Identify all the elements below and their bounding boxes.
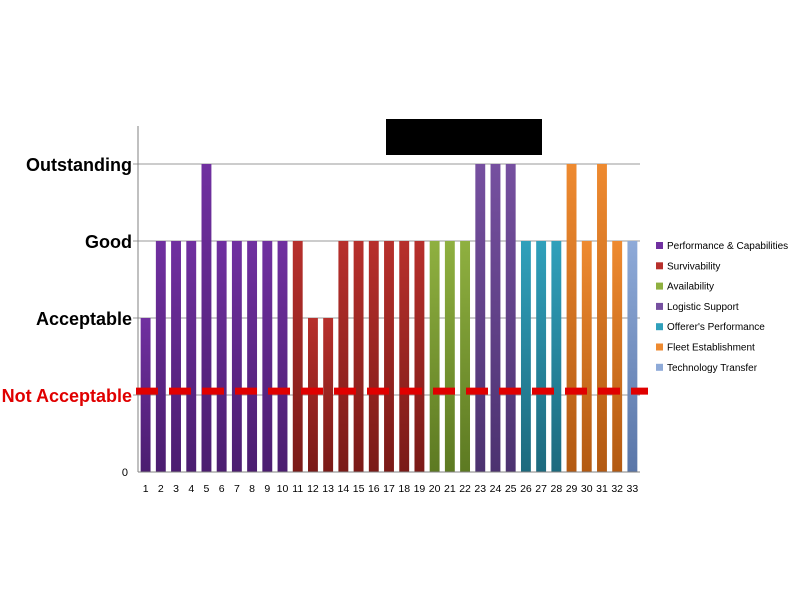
bar-8 bbox=[247, 241, 258, 472]
bar-28 bbox=[551, 241, 562, 472]
x-tick-label: 20 bbox=[429, 483, 441, 495]
x-tick-label: 9 bbox=[264, 483, 270, 495]
x-tick-label: 14 bbox=[338, 483, 350, 495]
bar-16 bbox=[368, 241, 379, 472]
bar-5 bbox=[201, 164, 212, 472]
bar-25 bbox=[505, 164, 516, 472]
bar-24 bbox=[490, 164, 501, 472]
x-tick-label: 8 bbox=[249, 483, 255, 495]
x-tick-label: 31 bbox=[596, 483, 608, 495]
legend-label: Technology Transfer bbox=[667, 363, 758, 374]
legend-label: Survivability bbox=[667, 261, 720, 272]
bar-19 bbox=[414, 241, 425, 472]
x-tick-label: 13 bbox=[322, 483, 334, 495]
bar-17 bbox=[384, 241, 394, 472]
bar-13 bbox=[323, 318, 334, 472]
x-tick-label: 1 bbox=[143, 483, 149, 495]
bar-31 bbox=[597, 164, 607, 472]
bar-12 bbox=[308, 318, 318, 472]
bars bbox=[140, 164, 638, 472]
y-level-label: Good bbox=[85, 232, 132, 252]
x-tick-label: 22 bbox=[459, 483, 471, 495]
bar-26 bbox=[520, 241, 531, 472]
bar-20 bbox=[429, 241, 440, 472]
bar-30 bbox=[581, 241, 592, 472]
bar-18 bbox=[399, 241, 410, 472]
x-tick-labels: 1 2 3 4 5 6 7 8 9 10 11 12 13 14 15 16 17 18 19 20 21 22 23 24 2… bbox=[143, 483, 639, 495]
bar-4 bbox=[186, 241, 197, 472]
x-tick-label: 12 bbox=[307, 483, 319, 495]
bar-22 bbox=[460, 241, 471, 472]
x-tick-label: 5 bbox=[204, 483, 210, 495]
x-tick-label: 17 bbox=[383, 483, 395, 495]
x-tick-label: 30 bbox=[581, 483, 593, 495]
y-tick-zero: 0 bbox=[122, 467, 128, 479]
bar-2 bbox=[155, 241, 166, 472]
legend-label: Fleet Establishment bbox=[667, 343, 755, 354]
x-tick-label: 29 bbox=[566, 483, 578, 495]
bar-10 bbox=[277, 241, 288, 472]
bar-3 bbox=[171, 241, 181, 472]
legend-swatch bbox=[656, 363, 663, 371]
legend: Performance & Capabilities Survivability A… bbox=[656, 241, 788, 374]
x-tick-label: 3 bbox=[173, 483, 179, 495]
legend-swatch bbox=[656, 262, 663, 270]
bar-33 bbox=[627, 241, 638, 472]
legend-label: Availability bbox=[667, 282, 714, 293]
bar-23 bbox=[475, 164, 486, 472]
legend-label: Performance & Capabilities bbox=[667, 241, 788, 252]
legend-swatch bbox=[656, 242, 663, 249]
y-level-label: Not Acceptable bbox=[2, 386, 132, 406]
x-tick-label: 24 bbox=[490, 483, 502, 495]
x-tick-label: 27 bbox=[535, 483, 547, 495]
legend-label: Logistic Support bbox=[667, 302, 739, 313]
x-tick-label: 15 bbox=[353, 483, 365, 495]
x-tick-label: 4 bbox=[188, 483, 194, 495]
bar-21 bbox=[444, 241, 455, 472]
bar-29 bbox=[566, 164, 577, 472]
bar-11 bbox=[292, 241, 303, 472]
y-level-label: Outstanding bbox=[26, 155, 132, 175]
bar-32 bbox=[612, 241, 623, 472]
x-tick-label: 32 bbox=[611, 483, 623, 495]
legend-label: Offerer's Performance bbox=[667, 322, 765, 333]
x-tick-label: 21 bbox=[444, 483, 456, 495]
x-tick-label: 6 bbox=[219, 483, 225, 495]
legend-swatch bbox=[656, 282, 663, 290]
bar-7 bbox=[231, 241, 242, 472]
bar-27 bbox=[536, 241, 547, 472]
bar-9 bbox=[262, 241, 273, 472]
y-level-label: Acceptable bbox=[36, 309, 132, 329]
x-tick-label: 28 bbox=[550, 483, 562, 495]
x-tick-label: 33 bbox=[627, 483, 639, 495]
legend-swatch bbox=[656, 302, 663, 310]
bar-6 bbox=[216, 241, 227, 472]
legend-swatch bbox=[656, 343, 663, 351]
x-tick-label: 7 bbox=[234, 483, 240, 495]
redaction-box bbox=[386, 119, 542, 155]
x-tick-label: 2 bbox=[158, 483, 164, 495]
x-tick-label: 25 bbox=[505, 483, 517, 495]
x-tick-label: 10 bbox=[277, 483, 289, 495]
legend-swatch bbox=[656, 323, 663, 331]
x-tick-label: 23 bbox=[474, 483, 486, 495]
x-tick-label: 19 bbox=[414, 483, 426, 495]
bar-1 bbox=[140, 318, 151, 472]
x-tick-label: 26 bbox=[520, 483, 532, 495]
bar-14 bbox=[338, 241, 349, 472]
y-level-labels: Outstanding Good Acceptable Not Acceptable 0 bbox=[2, 155, 132, 479]
x-tick-label: 16 bbox=[368, 483, 380, 495]
x-tick-label: 18 bbox=[398, 483, 410, 495]
bar-15 bbox=[353, 241, 364, 472]
x-tick-label: 11 bbox=[292, 483, 303, 495]
